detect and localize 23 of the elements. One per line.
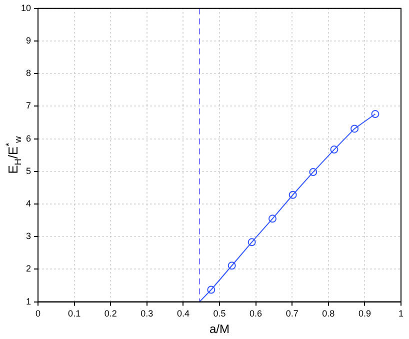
y-tick-label: 9 — [26, 35, 32, 46]
y-tick-label: 8 — [26, 68, 32, 78]
y-tick-label: 7 — [26, 100, 32, 111]
x-tick-label: 0.6 — [250, 308, 262, 319]
x-axis-title: a/M — [210, 322, 230, 336]
y-tick-label: 10 — [20, 2, 32, 13]
x-tick-label: 0.2 — [104, 308, 117, 319]
x-tick-label: 0.8 — [322, 308, 335, 319]
y-tick-label: 5 — [26, 166, 32, 176]
y-tick-label: 2 — [26, 264, 32, 274]
y-tick-label: 4 — [26, 198, 32, 208]
x-tick-label: 0.5 — [213, 308, 226, 319]
x-tick-label: 0.7 — [286, 308, 298, 319]
x-tick-label: 0.9 — [358, 308, 371, 319]
x-tick-label: 1 — [398, 308, 404, 319]
y-tick-label: 6 — [26, 133, 32, 144]
y-tick-label: 3 — [26, 231, 32, 242]
x-tick-label: 0 — [36, 308, 41, 319]
y-tick-label: 1 — [26, 296, 32, 306]
x-tick-label: 0.3 — [140, 308, 154, 319]
x-tick-label: 0.4 — [176, 308, 190, 319]
y-axis-title: EH/E*w — [4, 136, 24, 174]
x-tick-label: 0.1 — [68, 308, 81, 319]
